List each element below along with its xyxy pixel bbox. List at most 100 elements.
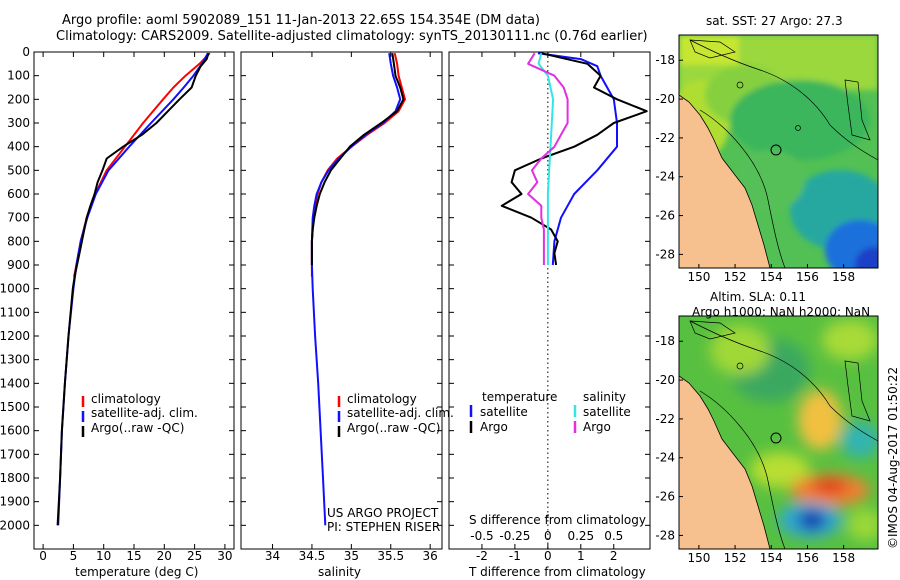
x-tick-label: 34.5 <box>299 549 326 563</box>
map-x-tick-label: 158 <box>832 551 855 565</box>
sal-legend-satellite: satellite-adj. clim. <box>347 406 454 420</box>
plot-frame <box>448 51 651 550</box>
y-tick-label: 400 <box>7 140 30 154</box>
difference-panel: -2 -1 0 1 2 -0.5 -0.25 0 0.25 0.5 <box>448 51 651 563</box>
y-tick-label: 200 <box>7 92 30 106</box>
map-x-tick-label: 154 <box>760 551 783 565</box>
chart-title-line1: Argo profile: aoml 5902089_151 11-Jan-20… <box>62 13 540 28</box>
s-tick-label: 0.5 <box>604 529 623 543</box>
y-tick-label: 1500 <box>0 400 30 414</box>
map-y-tick-label: -20 <box>655 92 675 106</box>
salinity-line-2 <box>310 53 405 265</box>
x-tick-label: 10 <box>96 549 111 563</box>
map-y-tick-label: -22 <box>655 412 675 426</box>
s-tick-label: -0.25 <box>499 529 530 543</box>
y-tick-label: 2000 <box>0 518 30 532</box>
temperature-panel: 0 5 10 15 20 25 300100200300400500600700800900… <box>0 45 235 563</box>
x-tick-label: 0 <box>39 549 47 563</box>
y-tick-label: 500 <box>7 163 30 177</box>
map-y-tick-label: -18 <box>655 334 675 348</box>
temp-legend-satellite: satellite-adj. clim. <box>91 406 198 420</box>
sla-map-panel: 150 152 154 156 158 -18 -20 -22 -24 -26 -28 <box>655 315 879 565</box>
x-tick-label: 35 <box>344 549 359 563</box>
y-tick-label: 300 <box>7 116 30 130</box>
x-tick-label: 20 <box>157 549 172 563</box>
y-tick-label: 1800 <box>0 471 30 485</box>
x-tick-label: 15 <box>126 549 141 563</box>
temp-legend-climatology: climatology <box>91 392 161 406</box>
s-tick-label: -0.5 <box>470 529 493 543</box>
temperature-xlabel: temperature (deg C) <box>75 565 199 579</box>
y-tick-label: 0 <box>22 45 30 59</box>
difference-xlabel-bottom: T difference from climatology <box>469 565 646 579</box>
y-tick-label: 1600 <box>0 424 30 438</box>
plot-frame <box>240 51 443 550</box>
difference-legend <box>469 405 577 433</box>
map-y-tick-label: -18 <box>655 53 675 67</box>
diff-legend-sal-satellite: satellite <box>583 405 631 419</box>
difference-xlabel-top: S difference from climatology <box>469 513 646 527</box>
x-tick-label: 0 <box>544 549 552 563</box>
x-tick-label: 34 <box>265 549 280 563</box>
x-tick-label: 1 <box>577 549 585 563</box>
y-tick-label: 1200 <box>0 329 30 343</box>
temp-legend-argo: Argo(..raw -QC) <box>91 421 185 435</box>
temperature-line-2 <box>56 52 210 526</box>
y-tick-label: 1300 <box>0 353 30 367</box>
x-tick-label: 5 <box>70 549 78 563</box>
y-tick-label: 600 <box>7 187 30 201</box>
salinity-xlabel: salinity <box>318 565 362 579</box>
land-mask <box>679 376 770 549</box>
y-tick-label: 800 <box>7 234 30 248</box>
y-tick-label: 1900 <box>0 495 30 509</box>
x-tick-label: 36 <box>423 549 438 563</box>
sal-legend-argo: Argo(..raw -QC) <box>347 421 441 435</box>
map-y-tick-label: -24 <box>655 170 675 184</box>
project-label: US ARGO PROJECT <box>327 506 439 520</box>
difference-line-3 <box>527 52 569 265</box>
y-tick-label: 1400 <box>0 376 30 390</box>
x-tick-label: -2 <box>476 549 488 563</box>
diff-legend-sal-argo: Argo <box>583 420 611 434</box>
difference-line-2 <box>537 52 555 265</box>
map-x-tick-label: 158 <box>832 270 855 284</box>
map-x-tick-label: 156 <box>796 270 819 284</box>
sst-map-panel: 150 152 154 156 158 -18 -20 -22 -24 -26 -28 <box>655 34 879 284</box>
pi-label: PI: STEPHEN RISER <box>327 520 441 534</box>
diff-legend-temp-satellite: satellite <box>480 405 528 419</box>
map-x-tick-label: 150 <box>687 270 710 284</box>
y-tick-label: 100 <box>7 69 30 83</box>
land-mask <box>679 95 770 268</box>
s-tick-label: 0 <box>544 529 552 543</box>
argo-position-marker-sst <box>770 144 782 156</box>
map-x-tick-label: 152 <box>724 551 747 565</box>
difference-line-0 <box>537 52 618 266</box>
y-tick-label: 900 <box>7 258 30 272</box>
map-y-tick-label: -28 <box>655 247 675 261</box>
map-y-tick-label: -26 <box>655 490 675 504</box>
s-tick-label: 0.25 <box>567 529 594 543</box>
x-tick-label: -1 <box>509 549 521 563</box>
map-y-tick-label: -22 <box>655 131 675 145</box>
y-tick-label: 700 <box>7 211 30 225</box>
map-x-tick-label: 152 <box>724 270 747 284</box>
sla-map-title-line2: Argo h1000: NaN h2000: NaN <box>692 305 871 319</box>
y-tick-label: 1000 <box>0 282 30 296</box>
map-y-tick-label: -28 <box>655 528 675 542</box>
sla-map-title-line1: Altim. SLA: 0.11 <box>710 290 807 304</box>
chart-title-line2: Climatology: CARS2009. Satellite-adjuste… <box>56 29 648 44</box>
y-tick-label: 1700 <box>0 447 30 461</box>
x-tick-label: 30 <box>217 549 232 563</box>
map-y-tick-label: -20 <box>655 373 675 387</box>
plot-frame <box>33 51 235 550</box>
salinity-line-1 <box>310 53 402 526</box>
map-x-tick-label: 154 <box>760 270 783 284</box>
diff-legend-temperature-title: temperature <box>482 390 558 404</box>
x-tick-label: 2 <box>610 549 618 563</box>
diff-legend-temp-argo: Argo <box>480 420 508 434</box>
diff-legend-salinity-title: salinity <box>583 390 627 404</box>
map-x-tick-label: 156 <box>796 551 819 565</box>
argo-position-marker-sla <box>770 432 782 444</box>
map-y-tick-label: -24 <box>655 451 675 465</box>
